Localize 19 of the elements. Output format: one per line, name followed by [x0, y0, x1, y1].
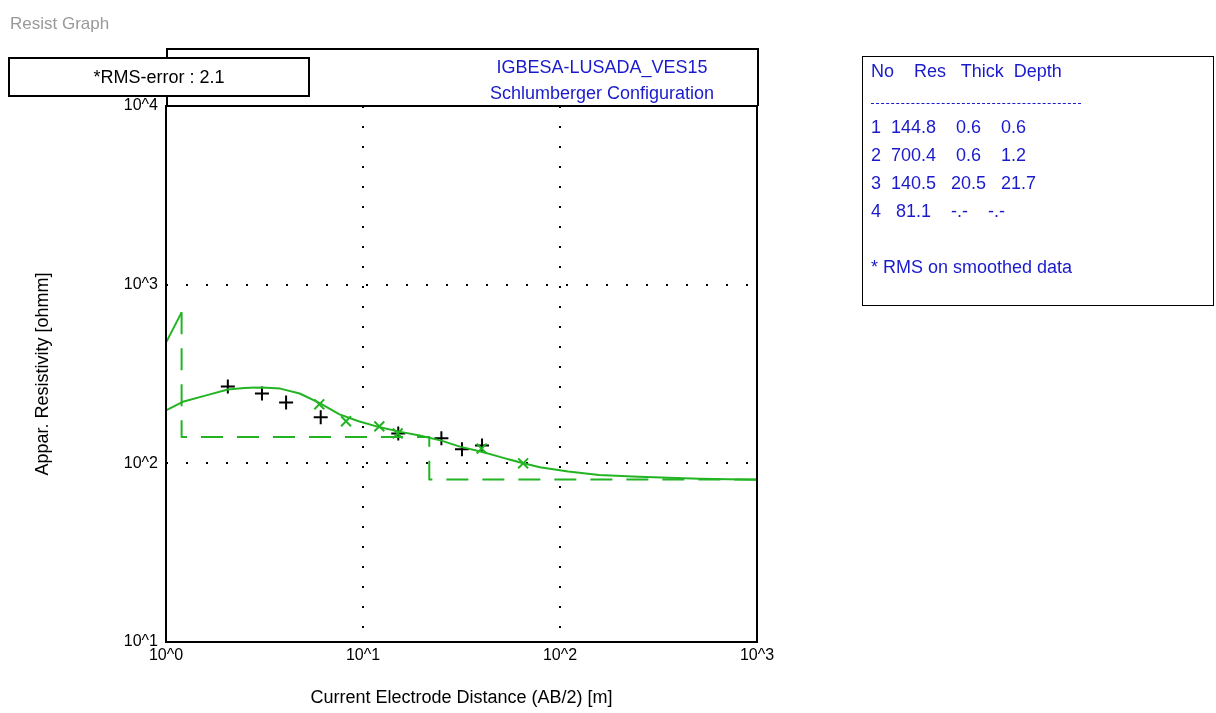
- y-tick-label: 10^2: [123, 453, 159, 471]
- chart-title: IGBESA-LUSADA_VES15: [495, 56, 709, 80]
- x-tick-label: 10^3: [739, 646, 775, 664]
- y-axis-title: Appar. Resistivity [ohmm]: [31, 272, 52, 476]
- text: 3 140.5 20.5 21.7: [871, 173, 1037, 193]
- text: *RMS-error : 2.1: [8, 57, 310, 97]
- x-tick-label: 10^0: [148, 646, 184, 664]
- text: 1 144.8 0.6 0.6: [871, 117, 1027, 137]
- text: 4 81.1 -.- -.-: [871, 201, 1006, 221]
- y-tick-label: 10^4: [123, 96, 159, 114]
- text: No Res Thick Depth: [871, 61, 1062, 81]
- x-tick-label: 10^1: [345, 646, 381, 664]
- y-tick-label: 10^3: [123, 275, 159, 293]
- chart-subtitle: Schlumberger Configuration: [488, 82, 716, 105]
- text: Resist Graph: [10, 14, 110, 34]
- text: * RMS on smoothed data: [871, 257, 1073, 277]
- x-tick-label: 10^2: [542, 646, 578, 664]
- x-axis-title: Current Electrode Distance (AB/2) [m]: [310, 687, 613, 708]
- text: 2 700.4 0.6 1.2: [871, 145, 1027, 165]
